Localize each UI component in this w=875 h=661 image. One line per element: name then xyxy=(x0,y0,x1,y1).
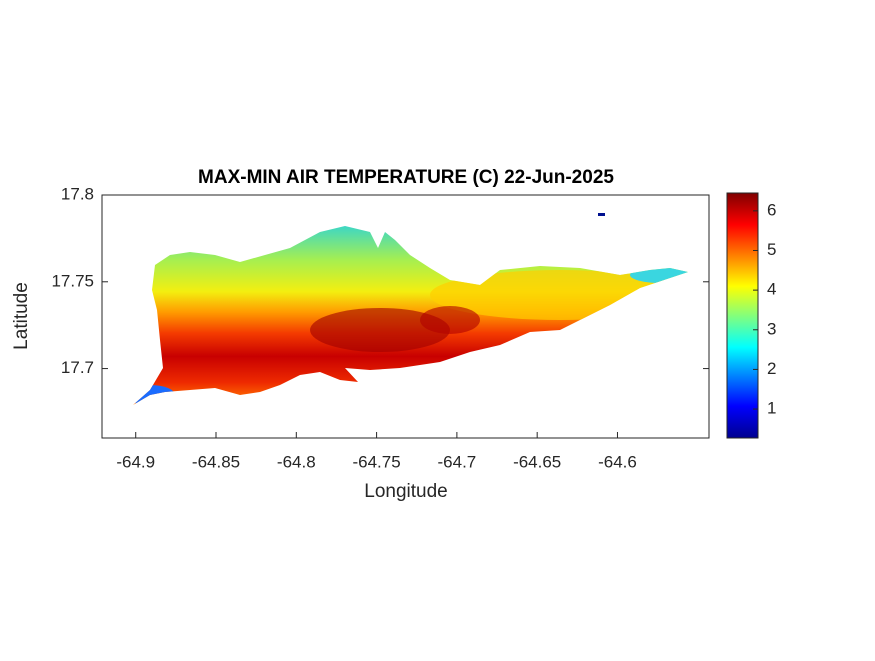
colorbar-tick-label: 2 xyxy=(767,359,776,378)
axes-box xyxy=(101,194,710,439)
x-tick-label: -64.7 xyxy=(438,452,477,471)
temperature-field xyxy=(133,226,688,405)
chart-title: MAX-MIN AIR TEMPERATURE (C) 22-Jun-2025 xyxy=(198,167,614,188)
colorbar-tick-label: 6 xyxy=(767,200,776,219)
y-axis-label: Latitude xyxy=(11,282,32,350)
x-tick-label: -64.6 xyxy=(598,452,637,471)
x-tick-label: -64.65 xyxy=(513,452,561,471)
colorbar-tick-label: 1 xyxy=(767,399,776,418)
x-axis-label: Longitude xyxy=(364,481,447,502)
colorbar xyxy=(726,192,759,439)
y-tick-label: 17.7 xyxy=(61,358,94,377)
y-tick-label: 17.75 xyxy=(51,271,94,290)
y-tick-label: 17.8 xyxy=(61,184,94,203)
islet xyxy=(598,213,605,216)
colorbar-tick-label: 4 xyxy=(767,280,776,299)
x-tick-label: -64.9 xyxy=(116,452,155,471)
x-tick-label: -64.75 xyxy=(352,452,400,471)
x-tick-label: -64.85 xyxy=(192,452,240,471)
colorbar-tick-label: 3 xyxy=(767,319,776,338)
x-tick-label: -64.8 xyxy=(277,452,316,471)
colorbar-tick-label: 5 xyxy=(767,240,776,259)
